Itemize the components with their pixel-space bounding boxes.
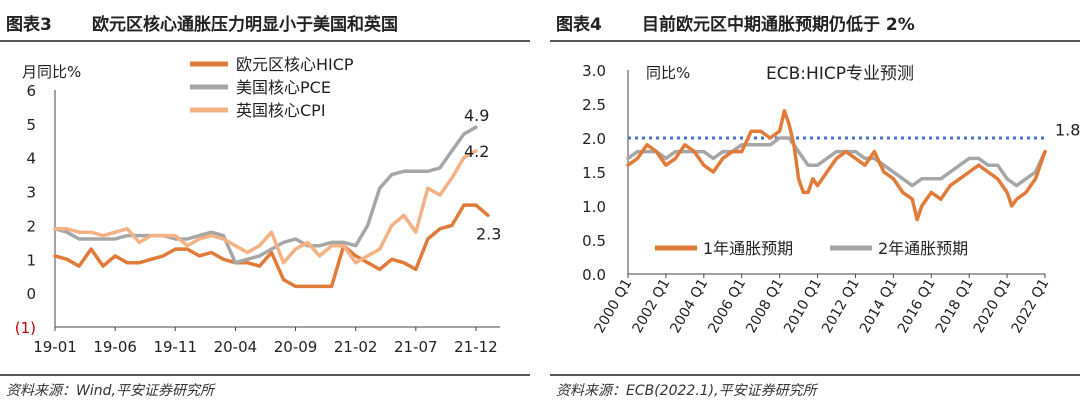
x-tick-label: 19-06 xyxy=(93,338,137,356)
y-tick-label: 6 xyxy=(26,82,36,100)
figure-title: 欧元区核心通胀压力明显小于美国和英国 xyxy=(92,15,398,35)
y-tick-label: 3.0 xyxy=(582,62,606,80)
y-tick-label: 0.5 xyxy=(582,232,606,250)
x-tick-label: 19-01 xyxy=(33,338,77,356)
y-axis-label: 月同比% xyxy=(22,63,81,81)
x-tick-label: 2002 Q1 xyxy=(630,276,674,336)
x-tick-label: 21-12 xyxy=(454,338,498,356)
end-value-label: 4.9 xyxy=(464,106,489,125)
x-tick-label: 2000 Q1 xyxy=(592,276,636,336)
x-tick-label: 2014 Q1 xyxy=(857,276,901,336)
figure-number: 图表4 xyxy=(556,15,602,35)
legend-label: 欧元区核心HICP xyxy=(236,55,354,74)
legend-label: 1年通胀预期 xyxy=(703,239,793,258)
top-rule xyxy=(0,40,530,42)
top-rule xyxy=(550,40,1080,42)
end-value-label: 1.8 xyxy=(1055,121,1080,140)
x-tick-label: 2010 Q1 xyxy=(781,276,825,336)
x-tick-label: 2016 Q1 xyxy=(895,276,939,336)
legend-label: 美国核心PCE xyxy=(236,78,331,97)
x-tick-label: 20-04 xyxy=(214,338,258,356)
bottom-rule xyxy=(0,374,530,376)
y-tick-label: 2.5 xyxy=(582,96,606,114)
series-line-2 xyxy=(53,125,478,265)
series-line-3 xyxy=(53,149,478,265)
end-value-label: 2.3 xyxy=(476,224,501,243)
y-tick-label: 4 xyxy=(26,150,36,168)
x-tick-label: 2006 Q1 xyxy=(705,276,749,336)
y-tick-label: 0.0 xyxy=(582,266,606,284)
y-tick-label: 1 xyxy=(26,251,36,269)
series-line-1 xyxy=(53,203,490,289)
x-tick-label: 2018 Q1 xyxy=(933,276,977,336)
source-note: 资料来源：Wind,平安证券研究所 xyxy=(6,383,214,399)
chart-ecb-expectations: 0.0 0.5 1.0 1.5 2.0 2.5 3.0 同比% ECB:HICP专业预测 2000… xyxy=(582,62,1080,336)
x-tick-label: 2004 Q1 xyxy=(667,276,711,336)
x-tick-label: 2022 Q1 xyxy=(1009,276,1053,336)
series-line-1 xyxy=(626,109,1047,222)
y-tick-label: 1.5 xyxy=(582,164,606,182)
y-tick-label: 3 xyxy=(26,184,36,202)
x-tick-label: 2020 Q1 xyxy=(971,276,1015,336)
y-tick-label: (1) xyxy=(15,319,36,337)
source-note: 资料来源：ECB(2022.1),平安证券研究所 xyxy=(556,383,817,399)
bottom-rule xyxy=(550,374,1080,376)
series-line-2 xyxy=(626,136,1047,188)
y-tick-label: 1.0 xyxy=(582,198,606,216)
y-tick-label: 0 xyxy=(26,285,36,303)
figure-4: 图表4 目前欧元区中期通胀预期仍低于 2% 0.0 0.5 1.0 1.5 2.0 2.5… xyxy=(550,0,1080,412)
x-tick-label: 19-11 xyxy=(153,338,197,356)
y-tick-label: 2.0 xyxy=(582,130,606,148)
legend-label: 英国核心CPI xyxy=(236,101,326,120)
legend-label: 2年通胀预期 xyxy=(878,239,968,258)
figure-title: 目前欧元区中期通胀预期仍低于 2% xyxy=(642,15,915,35)
figure-header: 图表3 欧元区核心通胀压力明显小于美国和英国 xyxy=(0,8,530,36)
figure-number: 图表3 xyxy=(6,15,52,35)
y-tick-label: 5 xyxy=(26,116,36,134)
x-tick-label: 2008 Q1 xyxy=(743,276,787,336)
x-tick-label: 21-07 xyxy=(394,338,438,356)
y-axis-label: 同比% xyxy=(646,64,690,82)
x-tick-label: 2012 Q1 xyxy=(819,276,863,336)
x-tick-label: 21-02 xyxy=(334,338,378,356)
end-value-label: 4.2 xyxy=(464,142,489,161)
figure-3: 图表3 欧元区核心通胀压力明显小于美国和英国 (1) 0 1 2 3 4 5 6 月同比% 19-… xyxy=(0,0,530,412)
y-tick-label: 2 xyxy=(26,217,36,235)
figure-header: 图表4 目前欧元区中期通胀预期仍低于 2% xyxy=(550,8,1080,36)
x-tick-label: 20-09 xyxy=(274,338,318,356)
chart-title: ECB:HICP专业预测 xyxy=(766,64,914,84)
